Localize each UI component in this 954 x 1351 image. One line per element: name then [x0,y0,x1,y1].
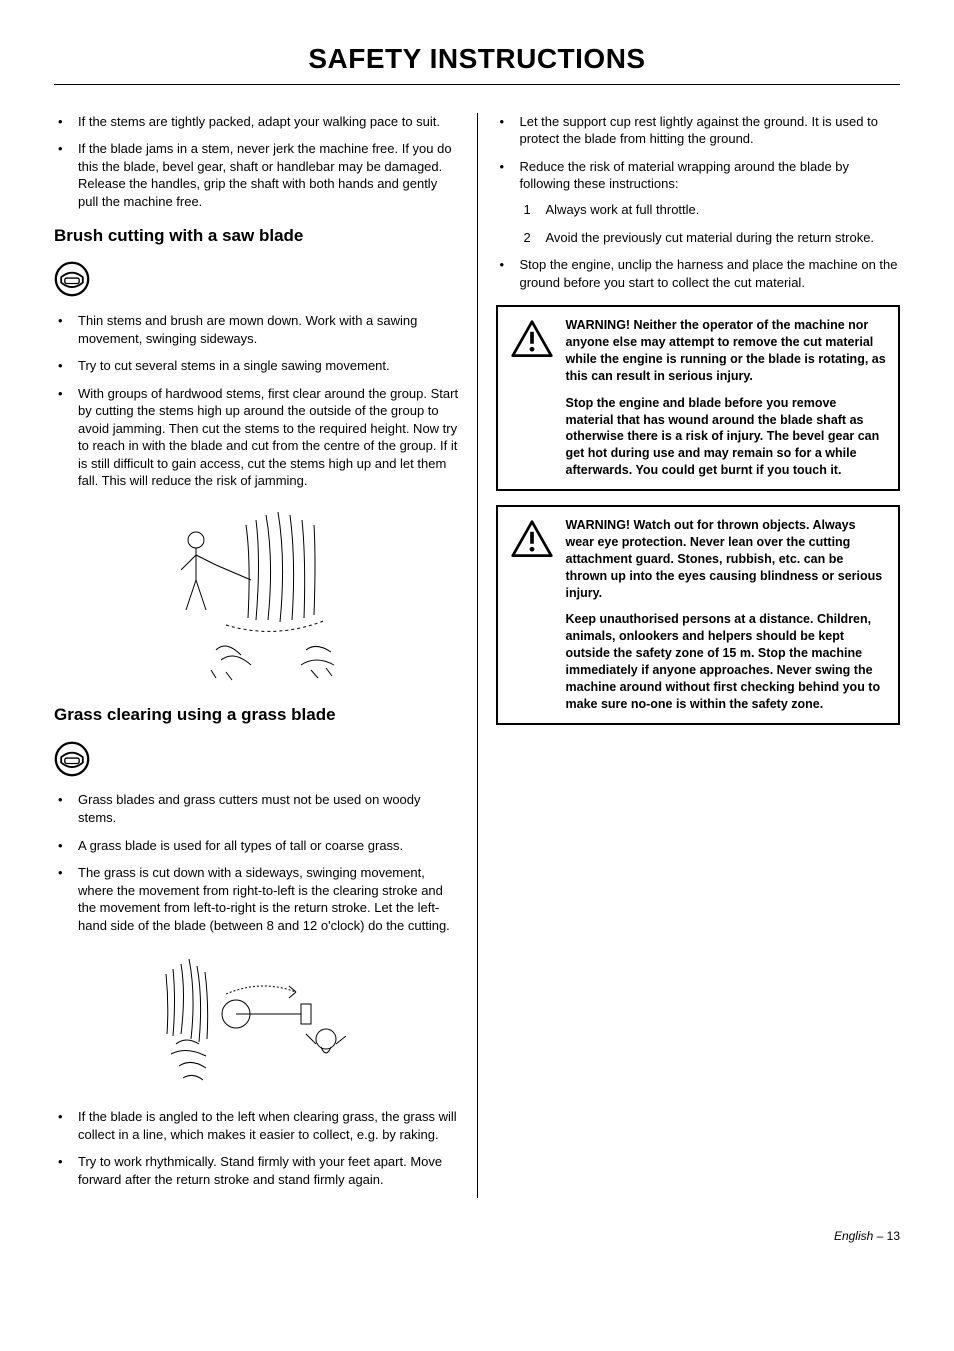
warning-paragraph: WARNING! Watch out for thrown objects. A… [566,517,887,601]
visor-icon [54,741,90,777]
warning-box-1: WARNING! Neither the operator of the mac… [496,305,901,491]
grass-clearing-bullets-b: If the blade is angled to the left when … [54,1108,459,1188]
list-item: A grass blade is used for all types of t… [74,837,459,855]
page-title: SAFETY INSTRUCTIONS [54,40,900,85]
page-footer: English – 13 [54,1228,900,1244]
list-item: If the blade jams in a stem, never jerk … [74,140,459,210]
warning-triangle-icon [510,319,554,359]
warning-paragraph: WARNING! Neither the operator of the mac… [566,317,887,385]
list-item-text: Reduce the risk of material wrapping aro… [520,159,850,192]
list-item: The grass is cut down with a sideways, s… [74,864,459,934]
left-column: If the stems are tightly packed, adapt y… [54,113,478,1199]
footer-page-number: 13 [887,1229,900,1243]
warning-triangle-icon [510,519,554,559]
numbered-sublist: Always work at full throttle. Avoid the … [520,201,901,246]
section-heading-brush-cutting: Brush cutting with a saw blade [54,225,459,248]
list-item: Grass blades and grass cutters must not … [74,791,459,826]
brush-cutting-bullets: Thin stems and brush are mown down. Work… [54,312,459,490]
brush-cutting-illustration [156,500,356,690]
list-item: Stop the engine, unclip the harness and … [516,256,901,291]
section-heading-grass-clearing: Grass clearing using a grass blade [54,704,459,727]
list-item: With groups of hardwood stems, first cle… [74,385,459,490]
right-bullets-a: Let the support cup rest lightly against… [496,113,901,246]
visor-icon [54,261,90,297]
list-item: Try to work rhythmically. Stand firmly w… [74,1153,459,1188]
warning-box-2: WARNING! Watch out for thrown objects. A… [496,505,901,725]
right-bullets-b: Stop the engine, unclip the harness and … [496,256,901,291]
footer-sep: – [873,1229,886,1243]
right-column: Let the support cup rest lightly against… [478,113,901,1199]
list-item: If the stems are tightly packed, adapt y… [74,113,459,131]
list-item: Thin stems and brush are mown down. Work… [74,312,459,347]
warning-text: WARNING! Neither the operator of the mac… [566,317,887,479]
list-item: Avoid the previously cut material during… [542,229,901,247]
list-item: Reduce the risk of material wrapping aro… [516,158,901,246]
warning-paragraph: Keep unauthorised persons at a distance.… [566,611,887,712]
grass-clearing-bullets-a: Grass blades and grass cutters must not … [54,791,459,934]
list-item: Always work at full throttle. [542,201,901,219]
grass-clearing-illustration [151,944,361,1094]
warning-paragraph: Stop the engine and blade before you rem… [566,395,887,479]
list-item: Try to cut several stems in a single saw… [74,357,459,375]
list-item: Let the support cup rest lightly against… [516,113,901,148]
warning-text: WARNING! Watch out for thrown objects. A… [566,517,887,713]
list-item: If the blade is angled to the left when … [74,1108,459,1143]
footer-language: English [834,1229,873,1243]
two-column-layout: If the stems are tightly packed, adapt y… [54,113,900,1199]
intro-bullet-list: If the stems are tightly packed, adapt y… [54,113,459,211]
